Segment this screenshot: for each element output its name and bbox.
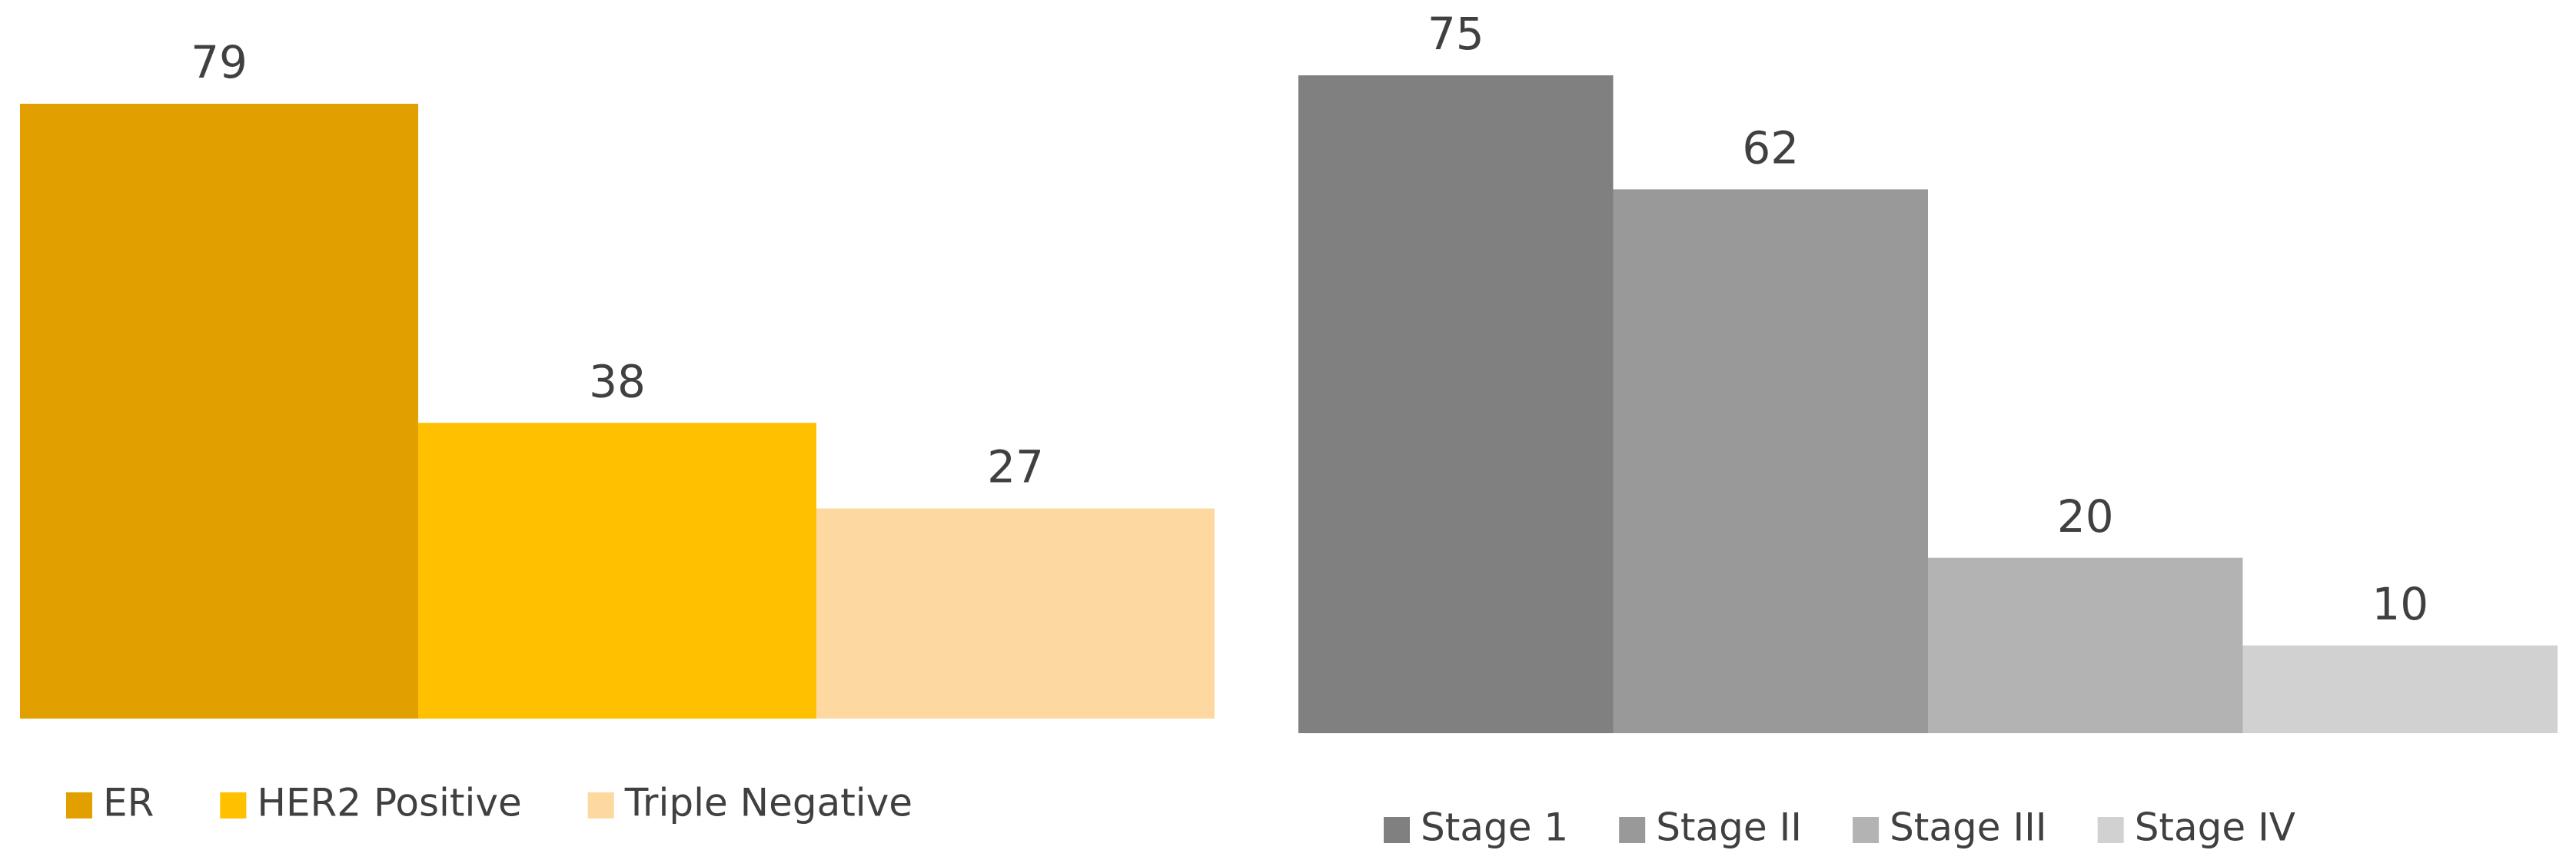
legend-swatch — [1853, 817, 1880, 843]
legend-swatch — [220, 792, 247, 818]
legend-label: HER2 Positive — [257, 781, 521, 825]
value-label: 62 — [1742, 121, 1799, 174]
legend-swatch — [1384, 817, 1410, 843]
bar — [1298, 75, 1614, 733]
value-label: 75 — [1428, 8, 1484, 60]
legend-label: ER — [103, 781, 154, 825]
legend-swatch — [2097, 817, 2124, 843]
legend-label: Stage 1 — [1421, 805, 1568, 850]
legend-label: Stage II — [1656, 805, 1802, 850]
value-label: 38 — [589, 355, 646, 407]
legend-label: Stage IV — [2135, 805, 2295, 850]
legend-swatch — [66, 792, 92, 818]
bar — [20, 104, 418, 719]
value-label: 10 — [2372, 578, 2428, 630]
bar — [2242, 645, 2558, 733]
value-label: 27 — [987, 441, 1044, 493]
bar — [1928, 557, 2243, 733]
legend-label: Triple Negative — [624, 781, 912, 825]
bar — [1613, 189, 1928, 733]
value-label: 20 — [2057, 490, 2114, 543]
legend-label: Stage III — [1890, 805, 2047, 850]
bar — [816, 508, 1215, 719]
value-label: 79 — [191, 36, 248, 88]
bar — [418, 423, 816, 719]
legend-swatch — [1619, 817, 1646, 843]
legend-swatch — [587, 792, 614, 818]
